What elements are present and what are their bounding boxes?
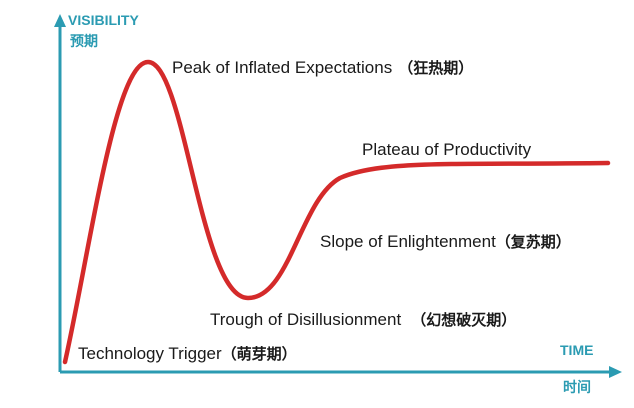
phase-name: Plateau of Productivity: [362, 140, 532, 159]
x-axis-arrow: [609, 366, 622, 378]
x-axis-label-cn: 时间: [563, 379, 591, 396]
phase-label: Plateau of Productivity: [362, 140, 532, 159]
phase-name-cn: （狂热期）: [398, 59, 473, 77]
phase-name: Peak of Inflated Expectations: [172, 58, 392, 77]
hype-curve: [62, 59, 611, 365]
y-axis-label: VISIBILITY: [68, 12, 139, 28]
phase-name-cn: （复苏期）: [496, 233, 571, 251]
phase-label: Slope of Enlightenment（复苏期）: [320, 232, 571, 251]
phase-name-cn: （萌芽期）: [222, 345, 297, 363]
phase-label: Peak of Inflated Expectations （狂热期）: [172, 58, 473, 77]
phase-name: Trough of Disillusionment: [210, 310, 401, 329]
y-axis-arrow: [54, 14, 66, 27]
phase-label: Technology Trigger（萌芽期）: [78, 344, 297, 363]
x-axis-label: TIME: [560, 342, 593, 358]
phase-label: Trough of Disillusionment （幻想破灭期）: [210, 310, 516, 329]
phase-name: Slope of Enlightenment: [320, 232, 496, 251]
phase-name-cn: （幻想破灭期）: [411, 311, 516, 329]
phase-name: Technology Trigger: [78, 344, 222, 363]
y-axis-label-cn: 预期: [70, 34, 98, 50]
